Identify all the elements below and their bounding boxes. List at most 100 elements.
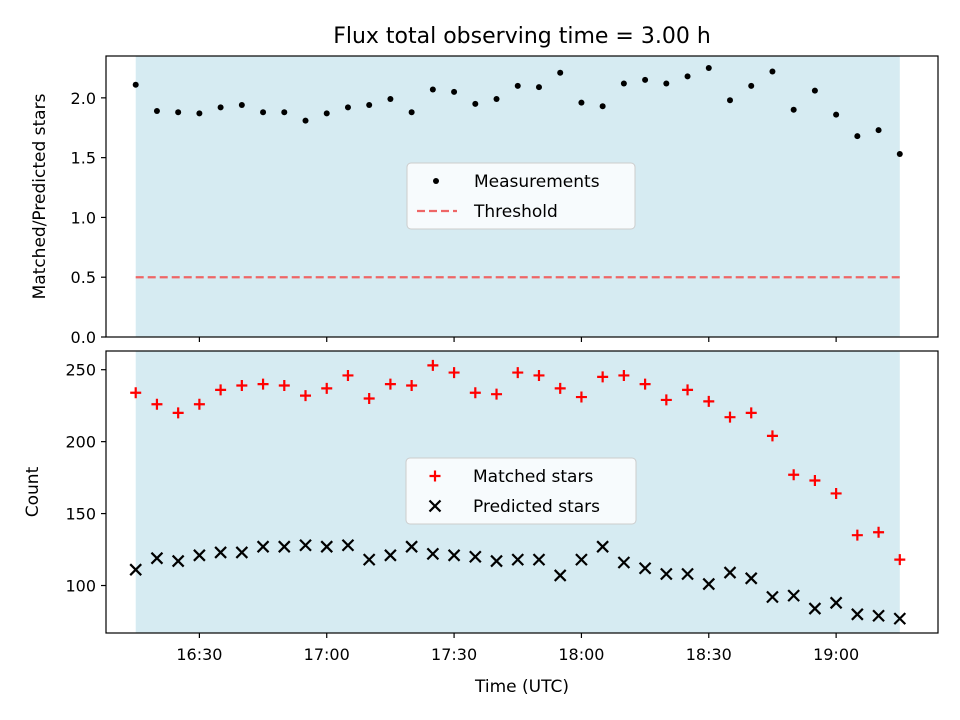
data-point [217,104,224,111]
data-point [341,538,355,552]
data-point [257,378,269,390]
data-point [682,384,694,396]
data-point [193,549,206,562]
data-point [215,384,227,396]
data-point [620,80,627,87]
data-point [618,369,630,381]
data-point [724,411,736,423]
data-point [447,549,461,562]
data-point [366,102,373,109]
data-point [472,100,479,107]
data-point [702,577,716,591]
data-point [703,395,715,407]
data-point [638,561,652,575]
series-measurements [132,64,903,158]
data-point [129,563,142,576]
data-point [748,82,755,89]
data-point [787,589,800,602]
data-point [851,608,864,621]
data-point [427,359,439,371]
chart-title: Flux total observing time = 3.00 h [333,24,711,49]
x-axis-label: Time (UTC) [474,677,569,697]
data-point [811,87,818,94]
data-point [597,371,609,383]
data-point [872,609,885,623]
data-point [323,110,330,117]
y-tick-label: 2.0 [71,89,96,108]
data-point [809,474,821,486]
data-point [575,391,587,403]
data-point [278,540,291,553]
legend-swatch [433,178,439,184]
data-point [639,378,651,390]
data-point [788,469,800,481]
ratio-panel: 0.0 0.5 1.0 1.5 2.0 Matched/Predicted stars Me… [30,55,939,347]
data-point [766,590,779,604]
data-point [575,553,588,566]
legend-label: Threshold [473,202,558,222]
data-point [172,407,184,419]
data-point [426,547,440,561]
x-tick-label: 18:00 [558,645,604,664]
data-point [790,106,797,113]
data-point [875,127,882,134]
legend-swatch [429,470,441,482]
axes-frame [105,350,939,634]
legend: Matched stars Predicted stars [405,457,637,525]
data-point [342,369,354,381]
legend-box [405,457,637,525]
data-point [299,538,312,552]
data-point [833,111,840,118]
data-point [511,553,525,566]
x-tick-label: 17:30 [431,645,477,664]
y-tick-label: 250 [65,361,96,380]
y-tick-label: 1.0 [71,208,96,227]
data-point [642,76,649,83]
data-point [599,103,606,110]
data-point [132,81,139,88]
data-point [829,596,843,610]
data-point [469,387,481,399]
data-point [193,398,205,410]
series-predicted-stars [129,538,907,625]
data-point [873,526,885,538]
count-panel: 100 150 200 250 16:30 17:00 17:30 18:00 18:30 19:… [23,350,939,697]
data-point [896,151,903,158]
series-matched-stars [130,359,906,566]
data-point [893,612,907,625]
data-point [532,553,546,566]
x-tick-label: 18:30 [686,645,732,664]
data-point [387,96,394,103]
data-point [448,367,460,379]
legend-box [406,162,636,230]
data-point [278,380,290,392]
data-point [384,378,396,390]
data-point [214,546,227,559]
y-tick-label: 0.5 [71,268,96,287]
data-point [175,109,182,116]
data-point [553,569,567,582]
data-point [745,407,757,419]
data-point [171,554,185,568]
data-point [491,388,503,400]
data-point [535,84,542,91]
data-point [281,109,288,116]
data-point [238,102,245,109]
data-point [320,540,334,553]
data-point [236,380,248,392]
data-point [256,540,270,553]
data-point [490,554,503,568]
legend-label: Measurements [474,172,600,192]
data-point [362,553,376,566]
data-point [660,567,673,581]
y-tick-label: 200 [65,433,96,452]
y-tick-label: 100 [65,577,96,596]
data-point [196,110,203,117]
data-point [596,540,609,553]
data-point [617,556,631,569]
data-point [151,398,163,410]
data-point [808,602,822,615]
y-axis-label: Count [23,466,43,517]
data-point [493,96,500,103]
data-point [660,394,672,406]
